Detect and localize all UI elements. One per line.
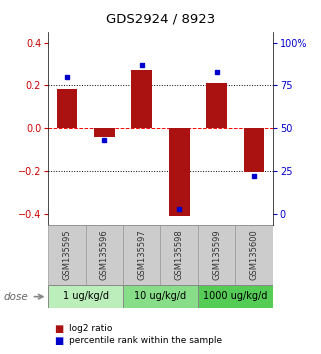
Bar bbox=[56, 88, 77, 128]
Bar bbox=[86, 225, 123, 285]
Bar bbox=[48, 285, 123, 308]
Text: GSM135600: GSM135600 bbox=[250, 229, 259, 280]
Bar bbox=[169, 128, 189, 216]
Text: 1 ug/kg/d: 1 ug/kg/d bbox=[63, 291, 108, 302]
Text: percentile rank within the sample: percentile rank within the sample bbox=[69, 336, 222, 345]
Bar bbox=[48, 225, 86, 285]
Bar bbox=[198, 285, 273, 308]
Text: ■: ■ bbox=[55, 336, 64, 346]
Text: GSM135595: GSM135595 bbox=[62, 229, 71, 280]
Text: GSM135599: GSM135599 bbox=[212, 229, 221, 280]
Text: dose: dose bbox=[3, 292, 28, 302]
Text: GDS2924 / 8923: GDS2924 / 8923 bbox=[106, 12, 215, 25]
Bar bbox=[160, 225, 198, 285]
Bar bbox=[235, 225, 273, 285]
Text: GSM135598: GSM135598 bbox=[175, 229, 184, 280]
Bar bbox=[123, 225, 160, 285]
Text: 1000 ug/kg/d: 1000 ug/kg/d bbox=[203, 291, 268, 302]
Text: GSM135596: GSM135596 bbox=[100, 229, 109, 280]
Bar bbox=[94, 128, 115, 137]
Bar bbox=[123, 285, 198, 308]
Bar bbox=[206, 83, 227, 128]
Text: GSM135597: GSM135597 bbox=[137, 229, 146, 280]
Text: log2 ratio: log2 ratio bbox=[69, 324, 112, 333]
Bar bbox=[198, 225, 235, 285]
Text: 10 ug/kg/d: 10 ug/kg/d bbox=[134, 291, 187, 302]
Text: ■: ■ bbox=[55, 324, 64, 333]
Bar bbox=[244, 128, 265, 172]
Bar bbox=[132, 70, 152, 128]
